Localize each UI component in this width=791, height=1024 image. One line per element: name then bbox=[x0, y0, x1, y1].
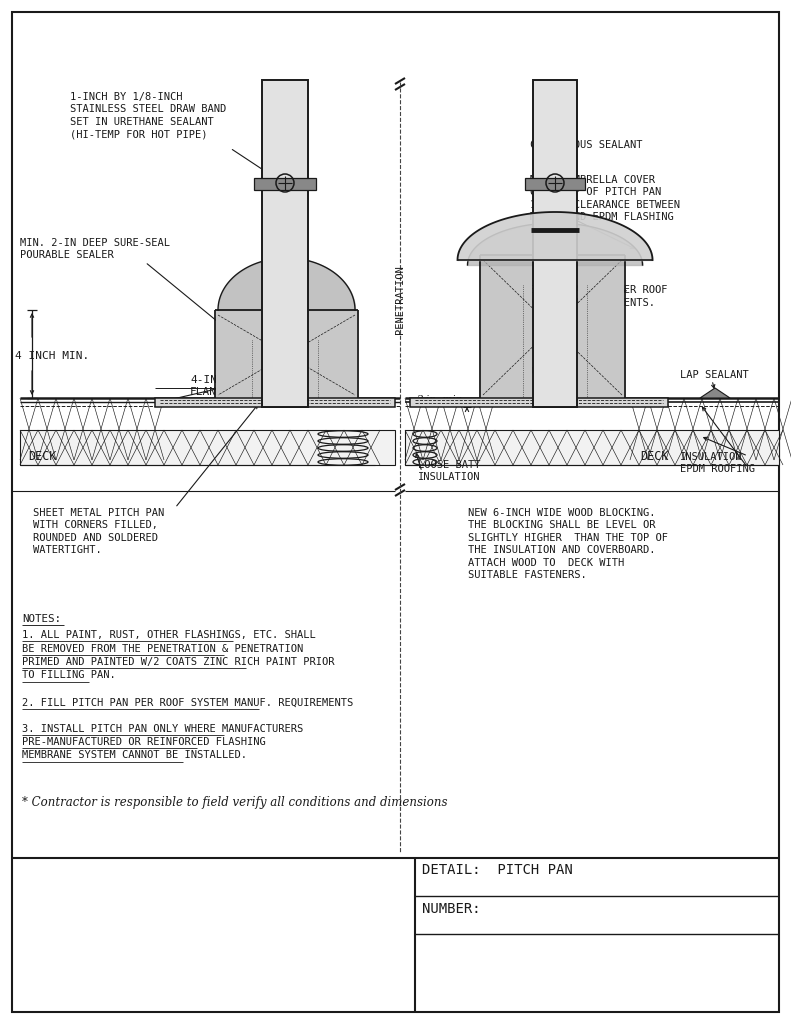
Text: PRIMED AND PAINTED W/2 COATS ZINC RICH PAINT PRIOR: PRIMED AND PAINTED W/2 COATS ZINC RICH P… bbox=[22, 657, 335, 667]
Bar bbox=[254, 178, 316, 190]
Polygon shape bbox=[700, 388, 730, 398]
Text: PRE-MANUFACTURED OR REINFORCED FLASHING: PRE-MANUFACTURED OR REINFORCED FLASHING bbox=[22, 737, 266, 746]
Text: LOOSE BATT
INSULATION: LOOSE BATT INSULATION bbox=[418, 460, 480, 482]
Text: EPDM FLASHING PER ROOF
MANUF. REQUIREMENTS.: EPDM FLASHING PER ROOF MANUF. REQUIREMEN… bbox=[530, 285, 668, 307]
Text: 4-INCH
FLANGE: 4-INCH FLANGE bbox=[190, 375, 230, 397]
Bar bbox=[155, 398, 395, 407]
Text: NUMBER:: NUMBER: bbox=[422, 902, 481, 916]
Text: MEMBRANE SYSTEM CANNOT BE INSTALLED.: MEMBRANE SYSTEM CANNOT BE INSTALLED. bbox=[22, 751, 247, 761]
Text: TO FILLING PAN.: TO FILLING PAN. bbox=[22, 671, 115, 681]
Text: BE REMOVED FROM THE PENETRATION & PENETRATION: BE REMOVED FROM THE PENETRATION & PENETR… bbox=[22, 643, 303, 653]
Bar bbox=[216, 311, 261, 398]
Text: MIN. 2-IN DEEP SURE-SEAL
POURABLE SEALER: MIN. 2-IN DEEP SURE-SEAL POURABLE SEALER bbox=[20, 238, 170, 260]
Text: 3. INSTALL PITCH PAN ONLY WHERE MANUFACTURERS: 3. INSTALL PITCH PAN ONLY WHERE MANUFACT… bbox=[22, 724, 303, 733]
Text: 1-INCH BY 1/8-INCH
STAINLESS STEEL DRAW BAND
SET IN URETHANE SEALANT
(HI-TEMP FO: 1-INCH BY 1/8-INCH STAINLESS STEEL DRAW … bbox=[70, 92, 226, 139]
Text: METAL UMBRELLA COVER
OVER TOP OF PITCH PAN
1-INCH CLEARANCE BETWEEN
METAL AND EP: METAL UMBRELLA COVER OVER TOP OF PITCH P… bbox=[530, 175, 680, 222]
Text: PENETRATION: PENETRATION bbox=[395, 265, 405, 335]
Text: LAP SEALANT: LAP SEALANT bbox=[680, 370, 749, 380]
Text: CONTINUOUS SEALANT: CONTINUOUS SEALANT bbox=[530, 140, 642, 150]
Bar bbox=[405, 430, 779, 465]
Text: NOTES:: NOTES: bbox=[22, 614, 61, 624]
Bar bbox=[578, 256, 624, 398]
Bar bbox=[410, 398, 668, 407]
Text: NEW 6-INCH WIDE WOOD BLOCKING.
THE BLOCKING SHALL BE LEVEL OR
SLIGHTLY HIGHER  T: NEW 6-INCH WIDE WOOD BLOCKING. THE BLOCK… bbox=[468, 508, 668, 580]
Bar bbox=[20, 430, 395, 465]
Text: EPDM ROOFING: EPDM ROOFING bbox=[680, 464, 755, 474]
Text: DECK: DECK bbox=[640, 450, 668, 463]
Text: 2 in. min: 2 in. min bbox=[416, 395, 462, 404]
Bar bbox=[262, 80, 308, 407]
Text: 1. ALL PAINT, RUST, OTHER FLASHINGS, ETC. SHALL: 1. ALL PAINT, RUST, OTHER FLASHINGS, ETC… bbox=[22, 630, 316, 640]
Text: DETAIL:  PITCH PAN: DETAIL: PITCH PAN bbox=[422, 863, 573, 877]
Bar bbox=[481, 256, 532, 398]
Bar bbox=[525, 178, 585, 190]
Text: QUICK SET
MORTAR: QUICK SET MORTAR bbox=[498, 355, 554, 378]
Text: DECK: DECK bbox=[28, 450, 56, 463]
Text: 4 INCH MIN.: 4 INCH MIN. bbox=[15, 351, 89, 361]
Text: INSULATION: INSULATION bbox=[680, 452, 743, 462]
Bar bbox=[533, 80, 577, 407]
Bar bbox=[309, 311, 357, 398]
Text: * Contractor is responsible to field verify all conditions and dimensions: * Contractor is responsible to field ver… bbox=[22, 796, 448, 809]
Text: SHEET METAL PITCH PAN
WITH CORNERS FILLED,
ROUNDED AND SOLDERED
WATERTIGHT.: SHEET METAL PITCH PAN WITH CORNERS FILLE… bbox=[33, 508, 165, 555]
Text: 2. FILL PITCH PAN PER ROOF SYSTEM MANUF. REQUIREMENTS: 2. FILL PITCH PAN PER ROOF SYSTEM MANUF.… bbox=[22, 698, 354, 708]
